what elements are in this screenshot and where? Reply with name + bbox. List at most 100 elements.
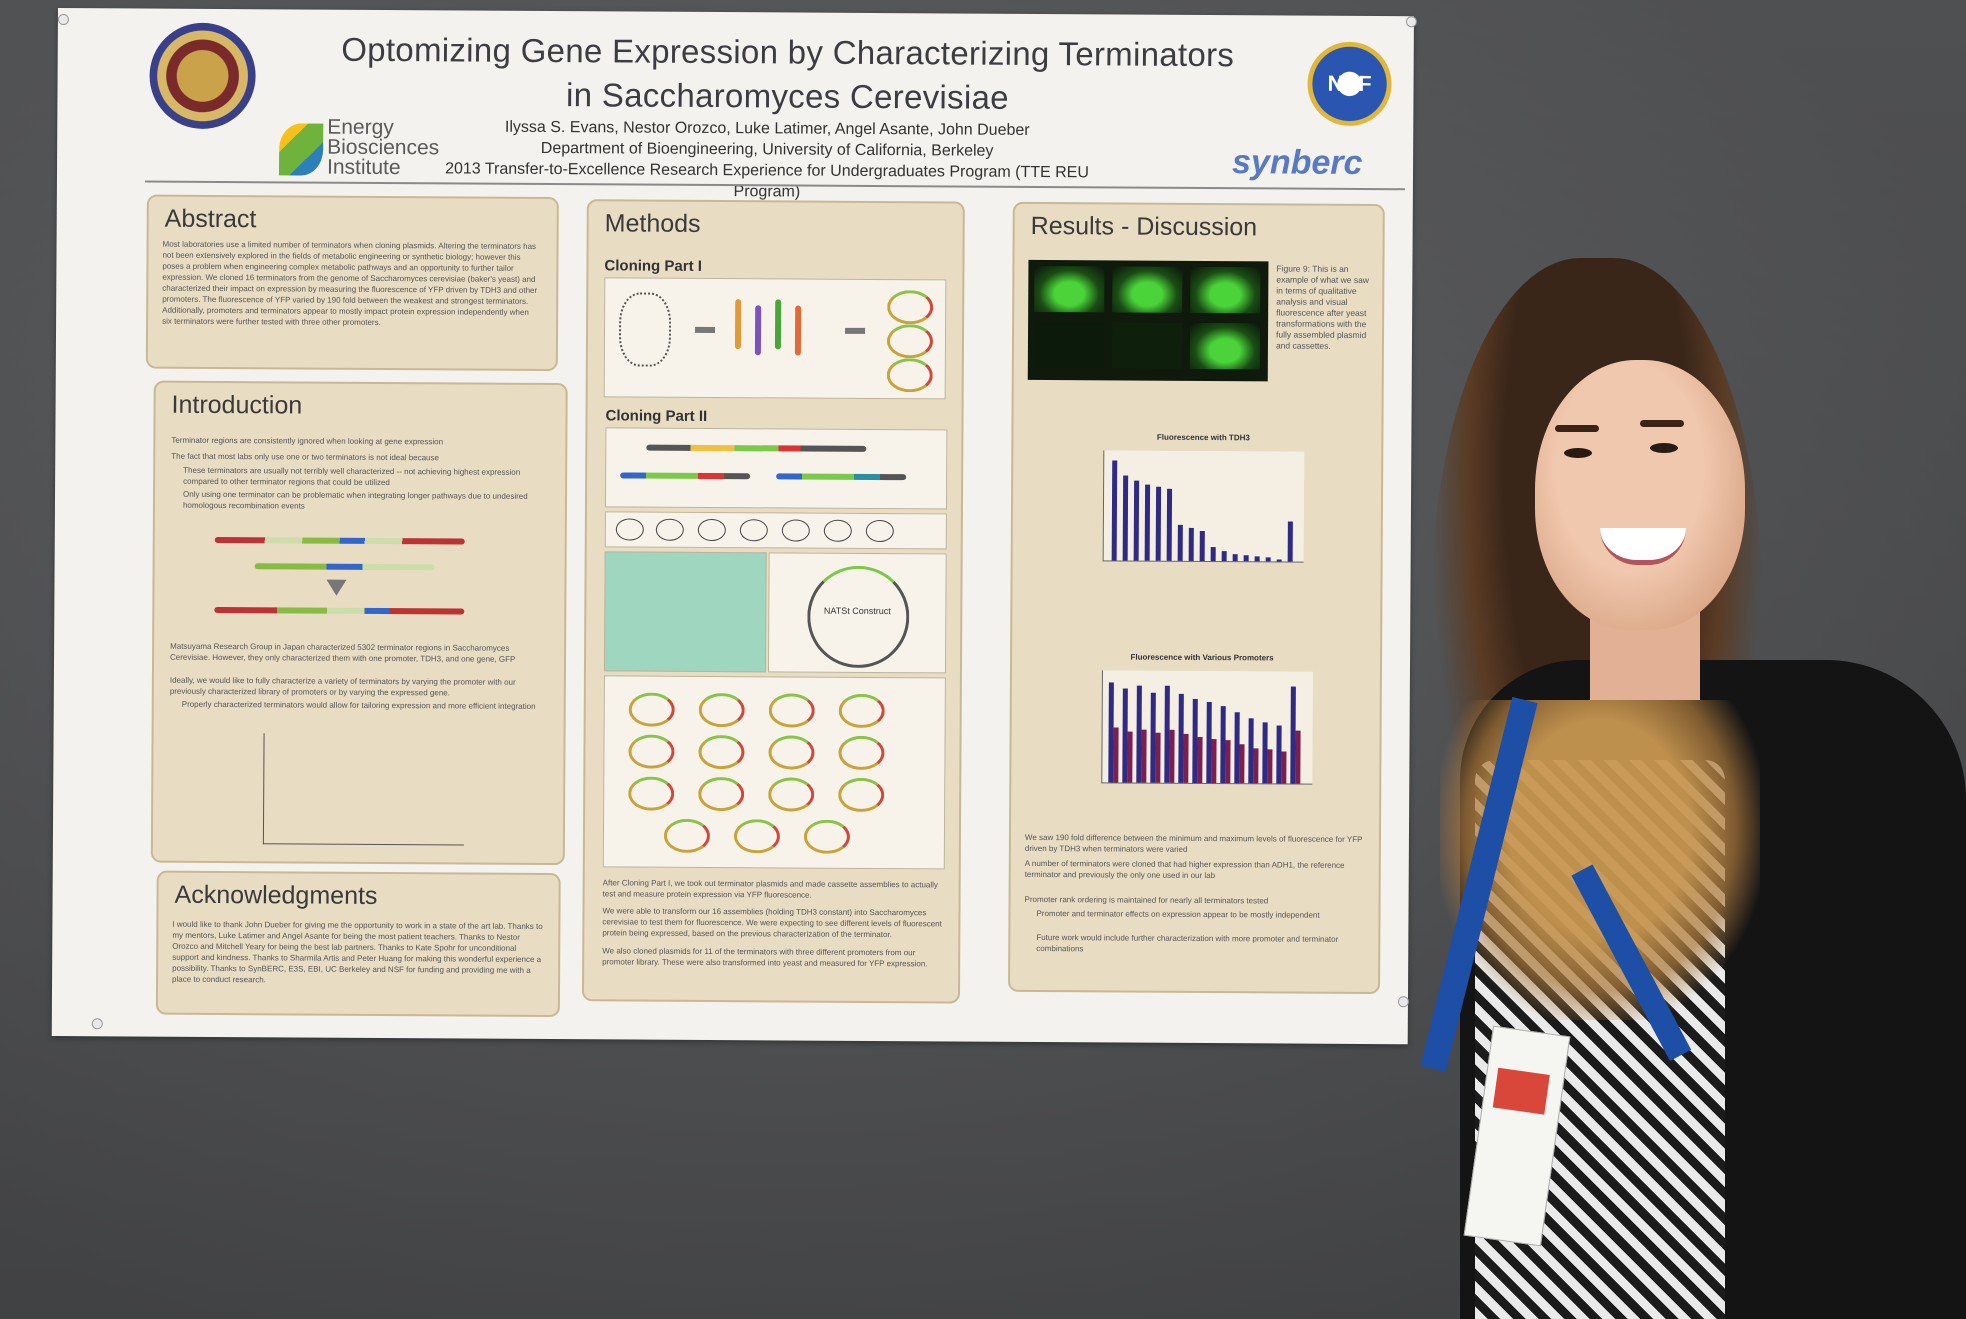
methods-note: After Cloning Part I, we took out termin…: [602, 878, 938, 900]
yeast-fluorescence-image: [1027, 259, 1269, 382]
arrow-icon: [845, 327, 866, 334]
chart1-bar: [1166, 488, 1173, 561]
recombination-diagram: [214, 523, 465, 635]
title-line-2: in Saccharomyces Cerevisiae: [565, 76, 1009, 116]
intro-bullet: Ideally, we would like to fully characte…: [169, 675, 516, 698]
chart1-bar: [1276, 559, 1282, 562]
chart1-bar: [1155, 486, 1162, 561]
construct-label: NATSt Construct: [823, 605, 891, 617]
chart1-bar: [1210, 547, 1216, 562]
chart2-bar: [1225, 740, 1231, 784]
figure-caption: Figure 9: This is an example of what we …: [1275, 263, 1370, 351]
acknowledgments-panel: Acknowledgments I would like to thank Jo…: [155, 870, 561, 1018]
pushpin: [57, 13, 69, 26]
plasmid-icon: [887, 290, 934, 325]
nsf-logo: NSF: [1307, 41, 1392, 127]
acknowledgments-body: I would like to thank John Dueber for gi…: [172, 919, 543, 985]
author-block: Ilyssa S. Evans, Nestor Orozco, Luke Lat…: [417, 116, 1118, 204]
synberc-logo: synberc: [1231, 143, 1363, 182]
abstract-panel: Abstract Most laboratories use a limited…: [145, 194, 559, 372]
fluorescence-cell: [1111, 322, 1183, 369]
title-line-1: Optomizing Gene Expression by Characteri…: [341, 30, 1235, 74]
chart2-bar: [1183, 734, 1189, 783]
part-circle: [823, 519, 852, 542]
results-bullet: Future work would include further charac…: [1036, 932, 1339, 954]
abstract-body: Most laboratories use a limited number o…: [162, 239, 538, 327]
part-circle: [739, 519, 768, 542]
dna-fragment: [774, 299, 782, 350]
methods-heading: Methods: [604, 209, 701, 238]
poster-title: Optomizing Gene Expression by Characteri…: [257, 27, 1318, 121]
chart1-bar: [1177, 524, 1183, 561]
dna-strand: [214, 606, 465, 615]
promoter-fluorescence-chart: [1101, 670, 1313, 785]
plasmid-icon: [663, 818, 711, 853]
intro-bullet: Properly characterized terminators would…: [181, 699, 536, 711]
intro-bullet: Matsuyama Research Group in Japan charac…: [170, 641, 516, 664]
dna-fragment: [754, 305, 762, 356]
parts-figure: [604, 511, 947, 550]
chart1-bar: [1111, 460, 1118, 561]
results-bullet: Promoter and terminator effects on expre…: [1036, 908, 1320, 920]
cloning-part-1-heading: Cloning Part I: [604, 257, 702, 275]
abstract-heading: Abstract: [164, 204, 257, 234]
tdh3-fluorescence-chart: [1102, 450, 1305, 563]
ebi-leaf-icon: [278, 123, 324, 176]
plasmid-icon: [698, 734, 745, 770]
chart1-bar: [1133, 480, 1140, 561]
introduction-panel: Introduction Terminator regions are cons…: [150, 380, 568, 866]
chart2-bar: [1281, 751, 1287, 784]
plasmid-icon: [838, 777, 885, 813]
cassette-strand: [620, 472, 751, 480]
pushpin: [91, 1018, 103, 1030]
results-bullet: A number of terminators were cloned that…: [1024, 858, 1345, 881]
results-panel: Results - Discussion Figure 9: This is a…: [1008, 201, 1385, 995]
plasmid-icon: [838, 693, 885, 729]
results-bullet: Promoter rank ordering is maintained for…: [1024, 894, 1269, 906]
methods-panel: Methods Cloning Part I Cloning Part II: [581, 199, 965, 1004]
chart1-bar: [1232, 554, 1238, 562]
plasmid-icon: [838, 735, 885, 771]
left-eyebrow: [1555, 425, 1599, 432]
chart2-title: Fluorescence with Various Promoters: [1130, 652, 1274, 663]
all-constructs-figure: [602, 675, 946, 870]
chart2-bar: [1113, 727, 1119, 783]
chart2-bar: [1141, 729, 1147, 783]
plasmid-icon: [698, 692, 745, 728]
chart2-bar: [1127, 731, 1133, 783]
acknowledgments-heading: Acknowledgments: [174, 880, 378, 910]
natst-construct-figure: NATSt Construct: [767, 552, 947, 674]
chart2-bar: [1239, 744, 1245, 784]
uc-berkeley-seal-logo: [149, 22, 256, 130]
down-arrow-icon: [326, 579, 347, 596]
golden-gate-assembly-figure: [603, 551, 767, 673]
dna-fragment: [734, 299, 742, 350]
plasmid-icon: [886, 324, 934, 359]
introduction-heading: Introduction: [171, 390, 303, 420]
fluorescence-cell: [1034, 265, 1105, 313]
right-eye: [1650, 443, 1678, 453]
intro-bullet: Terminator regions are consistently igno…: [171, 435, 444, 447]
pushpin: [1405, 16, 1417, 28]
part-circle: [865, 519, 894, 543]
dna-fragment: [794, 305, 802, 356]
chart1-bar: [1265, 557, 1271, 562]
chart1-bar: [1188, 527, 1194, 561]
plasmid-icon: [628, 776, 675, 811]
plasmid-icon: [768, 693, 815, 728]
methods-note: We were able to transform our 16 assembl…: [602, 906, 942, 940]
chart1-bar: [1243, 555, 1249, 562]
chart2-bar: [1155, 733, 1161, 783]
plasmid-icon: [768, 735, 815, 770]
chart2-bar: [1253, 747, 1259, 784]
chart1-bar: [1287, 521, 1293, 562]
person-face: [1535, 360, 1745, 630]
chart2-bar: [1267, 749, 1273, 784]
chart1-title: Fluorescence with TDH3: [1156, 432, 1250, 443]
authors: Ilyssa S. Evans, Nestor Orozco, Luke Lat…: [504, 118, 1030, 139]
fluorescence-cell: [1112, 266, 1183, 313]
fluorescence-cell: [1190, 266, 1261, 314]
plasmid-icon: [768, 777, 815, 812]
intro-bullet: Only using one terminator can be problem…: [182, 489, 528, 511]
dna-strand: [254, 563, 435, 571]
